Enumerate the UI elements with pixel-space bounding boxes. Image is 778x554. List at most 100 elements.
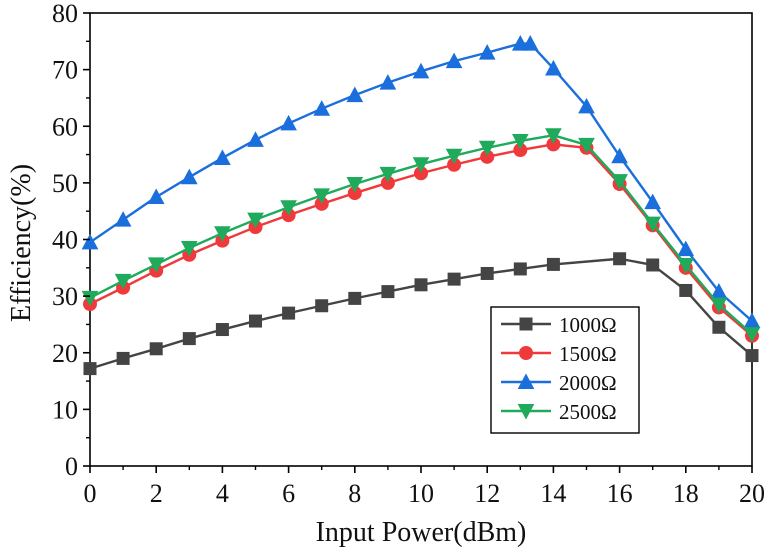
x-tick-label: 10 [408,479,434,508]
data-point [679,283,693,297]
y-tick-label: 60 [52,112,78,141]
series-1 [83,252,759,376]
plot-frame [89,12,753,467]
data-point [545,59,562,76]
data-point [379,166,397,183]
series-line [89,42,753,322]
data-point [379,74,397,90]
x-tick-label: 20 [739,479,765,508]
data-point [646,258,660,272]
data-point [644,193,662,210]
data-point [247,131,264,147]
data-point [677,240,695,257]
data-point [348,291,362,305]
data-point [611,147,628,164]
data-point [478,140,496,157]
data-point [114,211,132,227]
data-point [611,174,628,190]
data-point [447,272,461,286]
data-point [313,188,331,204]
series-3 [81,35,761,329]
legend-label: 1000Ω [559,313,617,337]
data-point [315,299,329,313]
data-point [313,100,331,116]
y-tick-label: 10 [52,395,78,424]
legend-label: 1500Ω [559,342,617,366]
legend-label: 2000Ω [559,371,617,395]
y-tick-label: 80 [52,0,78,28]
data-point [513,262,527,276]
series-line [89,257,753,370]
series-4 [81,128,761,343]
data-point [381,285,395,299]
legend-marker [517,404,535,420]
legend-marker [519,317,533,331]
y-tick-label: 20 [52,339,78,368]
x-tick-label: 8 [348,479,361,508]
x-axis-title: Input Power(dBm) [316,517,527,548]
data-point [147,188,165,205]
data-point [149,342,163,356]
data-point [180,240,198,257]
data-point [116,351,130,365]
data-point [280,200,297,216]
x-tick-label: 6 [282,479,295,508]
data-point [480,266,494,280]
data-point [412,62,430,79]
y-tick-label: 70 [52,56,78,85]
y-tick-label: 0 [65,452,78,481]
data-point [712,320,726,334]
axes-layer: 0 2 4 6 8 10 12 14 16 18 20 0 10 20 30 40 50 60 70 80 [52,0,765,508]
legend-label: 2500Ω [559,400,617,424]
data-point [578,97,595,114]
data-point [414,278,428,292]
data-point [247,212,264,229]
data-point [83,362,97,376]
y-axis-title: Efficiency(%) [6,164,37,322]
data-point [180,168,198,185]
data-point [743,327,761,343]
data-point [114,273,132,290]
data-point [81,290,99,307]
data-point [81,233,99,250]
data-point [578,137,595,154]
data-point [478,44,496,60]
data-point [445,52,463,69]
legend-marker [519,346,533,360]
data-point [677,257,695,274]
data-point [282,306,296,320]
data-point [214,226,231,242]
data-point [545,128,562,144]
data-point [644,216,662,233]
x-tick-label: 14 [540,479,566,508]
data-point [280,114,297,131]
legend-marker [517,373,535,389]
y-tick-label: 50 [52,169,78,198]
data-point [511,133,529,150]
data-point [214,149,231,165]
y-tick-label: 30 [52,282,78,311]
data-point [147,257,165,273]
plot-area [89,12,753,467]
data-point [710,297,728,314]
data-point [215,323,229,337]
data-point [613,252,627,266]
series-layer [81,35,761,376]
data-point [521,35,539,51]
data-point [249,314,262,328]
data-point [346,86,364,103]
x-tick-label: 18 [673,479,699,508]
x-tick-label: 4 [216,479,229,508]
x-tick-label: 0 [84,479,97,508]
x-tick-label: 2 [150,479,163,508]
data-point [182,332,196,346]
data-point [412,157,430,173]
x-tick-label: 12 [474,479,500,508]
y-tick-label: 40 [52,226,78,255]
data-point [445,148,463,165]
legend: 1000Ω 1500Ω 2000Ω 2500Ω [490,306,640,434]
data-point [546,257,560,271]
x-tick-label: 16 [607,479,633,508]
data-point [745,349,759,363]
